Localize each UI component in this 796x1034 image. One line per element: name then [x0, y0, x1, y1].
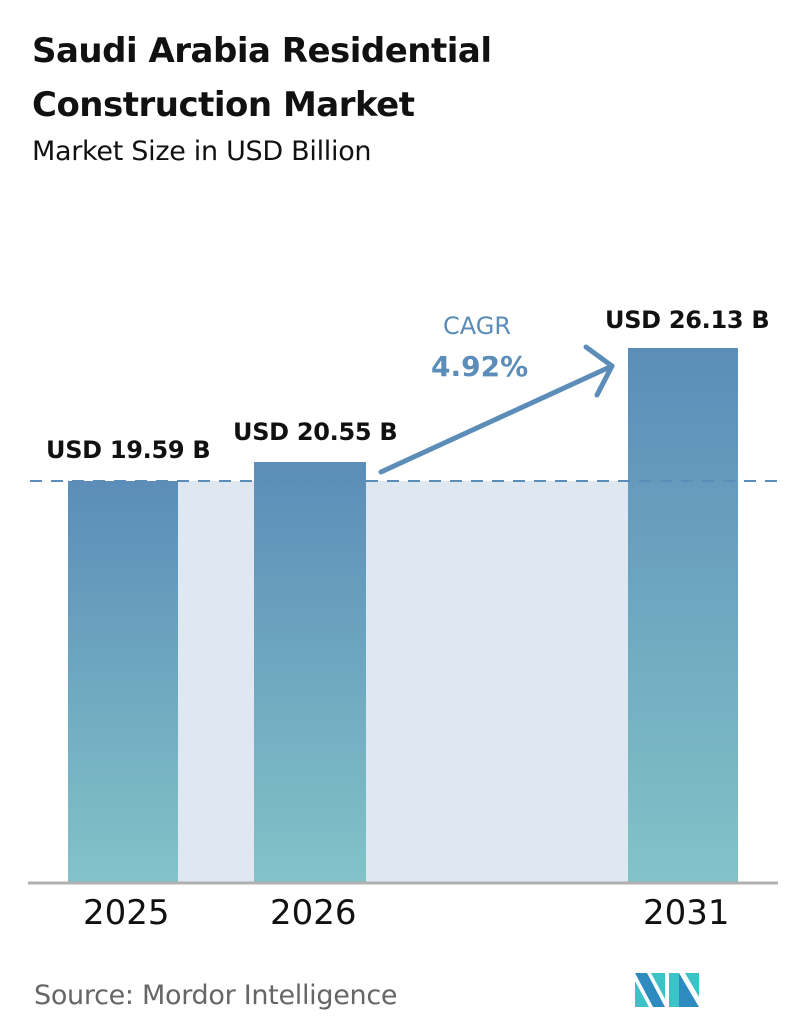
- x-tick-2026: 2026: [270, 893, 357, 933]
- source-text: Source: Mordor Intelligence: [34, 980, 398, 1011]
- bar-2031[interactable]: [628, 348, 738, 883]
- bar-2025[interactable]: [68, 481, 178, 883]
- mordor-intelligence-logo-icon: [635, 973, 699, 1007]
- cagr-arrow-icon: [378, 344, 615, 475]
- x-tick-2031: 2031: [643, 893, 730, 933]
- x-tick-2025: 2025: [83, 893, 170, 933]
- bar-label-2026: USD 20.55 B: [233, 418, 398, 446]
- chart-title-line-2: Construction Market: [32, 85, 415, 125]
- cagr-label: CAGR: [443, 312, 512, 340]
- chart-subtitle: Market Size in USD Billion: [32, 136, 372, 167]
- chart-title: Saudi Arabia Residential Construction Ma…: [32, 24, 492, 132]
- chart-title-line-1: Saudi Arabia Residential: [32, 31, 492, 71]
- bar-label-2031: USD 26.13 B: [605, 306, 770, 334]
- band-2026-2031: [366, 481, 628, 883]
- bar-label-2025: USD 19.59 B: [46, 436, 211, 464]
- band-2025-2026: [178, 481, 254, 883]
- cagr-value: 4.92%: [431, 350, 529, 383]
- bar-2026[interactable]: [254, 462, 366, 883]
